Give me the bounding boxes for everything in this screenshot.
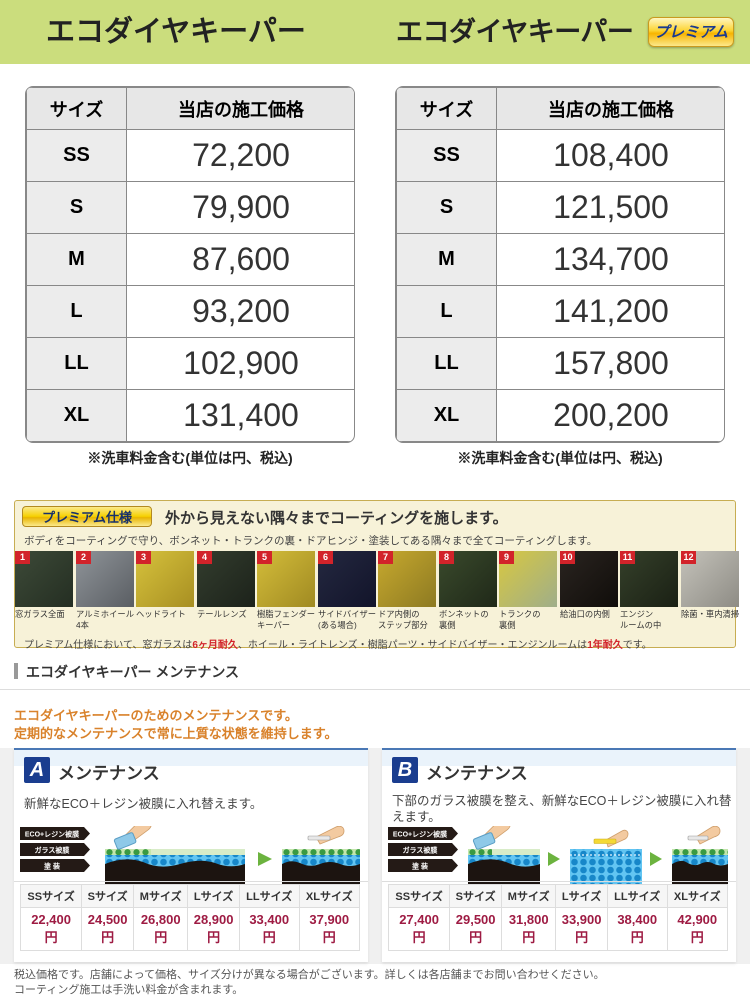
svg-text:ガラス被膜: ガラス被膜	[403, 846, 438, 855]
svg-text:塗 装: 塗 装	[412, 862, 428, 871]
svg-text:ガラス被膜: ガラス被膜	[35, 846, 70, 855]
svg-text:ECO+レジン被膜: ECO+レジン被膜	[25, 830, 79, 839]
svg-text:塗 装: 塗 装	[44, 862, 60, 871]
svg-text:ECO+レジン被膜: ECO+レジン被膜	[393, 830, 447, 839]
